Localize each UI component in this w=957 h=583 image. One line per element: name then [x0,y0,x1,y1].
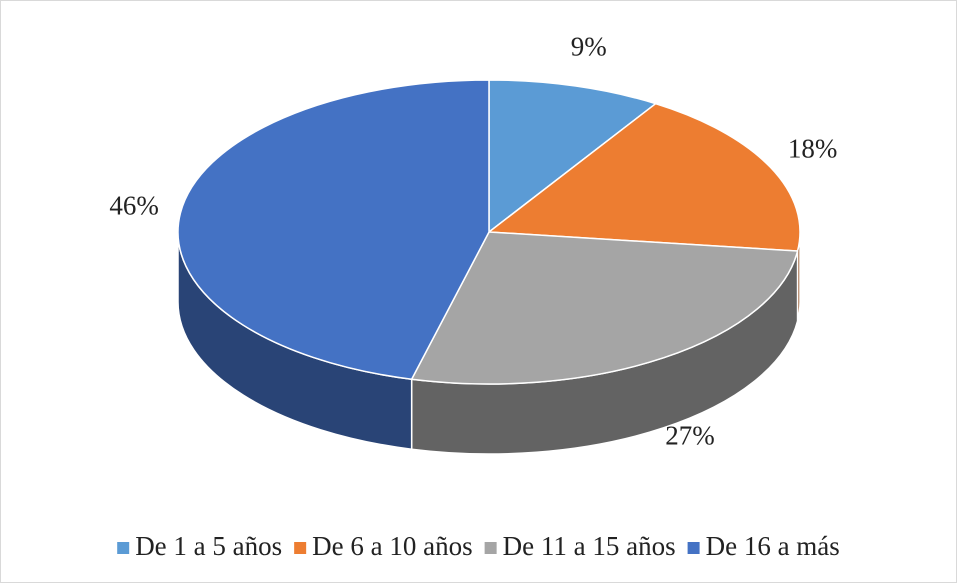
legend-swatch [294,542,307,554]
legend-swatch [484,542,497,554]
data-label: 46% [109,190,159,220]
legend-label: De 1 a 5 años [135,531,282,561]
data-label: 9% [571,32,607,62]
pie-slice [488,79,658,234]
data-label: 27% [665,420,715,450]
legend-swatch [117,542,130,554]
legend-label: De 6 a 10 años [312,531,472,561]
legend-label: De 16 a más [706,531,840,561]
pie-slice [410,231,799,385]
legend-label: De 11 a 15 años [503,531,676,561]
pie-slice [486,102,801,252]
legend-swatch [687,542,700,554]
pie-slice [177,79,490,381]
data-label: 18% [788,133,838,163]
